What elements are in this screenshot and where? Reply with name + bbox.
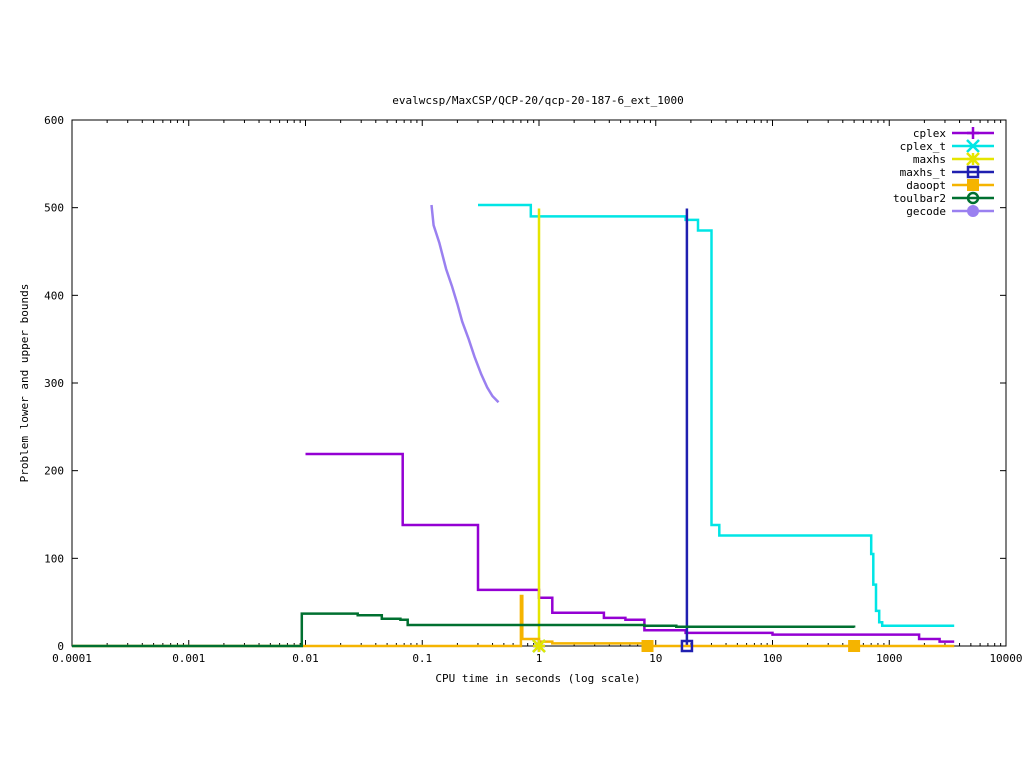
series-line-toulbar2 <box>72 612 856 648</box>
legend-marker-maxhs_t <box>966 165 980 179</box>
y-tick-label: 100 <box>44 552 64 565</box>
legend-marker-toulbar2 <box>966 191 980 205</box>
series-line-cplex <box>305 452 955 643</box>
legend-marker-daoopt <box>967 179 979 191</box>
legend-label-maxhs: maxhs <box>913 153 946 166</box>
x-tick-label: 10000 <box>989 652 1022 665</box>
legend-label-daoopt: daoopt <box>906 179 946 192</box>
marker-maxhs_t <box>680 639 694 653</box>
legend-label-cplex: cplex <box>913 127 946 140</box>
x-tick-label: 1000 <box>876 652 903 665</box>
y-tick-label: 500 <box>44 202 64 215</box>
marker-maxhs <box>532 639 546 653</box>
legend: cplexcplex_tmaxhsmaxhs_tdaoopttoulbar2ge… <box>893 127 994 218</box>
y-axis-label: Problem lower and upper bounds <box>18 284 31 483</box>
series-lines <box>72 203 955 648</box>
legend-marker-cplex <box>967 127 979 139</box>
series-markers <box>532 639 861 653</box>
x-tick-label: 0.1 <box>412 652 432 665</box>
x-tick-label: 0.001 <box>172 652 205 665</box>
marker-daoopt <box>848 640 861 652</box>
x-tick-label: 10 <box>649 652 662 665</box>
legend-marker-maxhs <box>966 152 980 166</box>
chart-title: evalwcsp/MaxCSP/QCP-20/qcp-20-187-6_ext_… <box>392 94 683 107</box>
legend-label-gecode: gecode <box>906 205 946 218</box>
series-line-cplex_t <box>478 203 955 628</box>
legend-label-maxhs_t: maxhs_t <box>900 166 946 179</box>
legend-label-cplex_t: cplex_t <box>900 140 946 153</box>
y-tick-label: 600 <box>44 114 64 127</box>
x-axis-label: CPU time in seconds (log scale) <box>435 672 640 685</box>
y-tick-label: 300 <box>44 377 64 390</box>
series-line-daoopt <box>72 594 955 648</box>
legend-marker-cplex_t <box>966 139 980 153</box>
x-tick-label: 0.01 <box>292 652 319 665</box>
x-tick-label: 0.0001 <box>52 652 92 665</box>
y-tick-label: 0 <box>57 640 64 653</box>
legend-marker-gecode <box>967 205 979 217</box>
y-tick-label: 200 <box>44 465 64 478</box>
axis-ticks: 0.0001 0.001 0.01 0.1 1 10 100 1000 10000 0 100 200… <box>44 114 1022 665</box>
y-tick-label: 400 <box>44 289 64 302</box>
x-tick-label: 100 <box>763 652 783 665</box>
x-tick-label: 1 <box>536 652 543 665</box>
series-line-gecode <box>430 204 500 404</box>
legend-label-toulbar2: toulbar2 <box>893 192 946 205</box>
marker-daoopt <box>641 640 654 652</box>
